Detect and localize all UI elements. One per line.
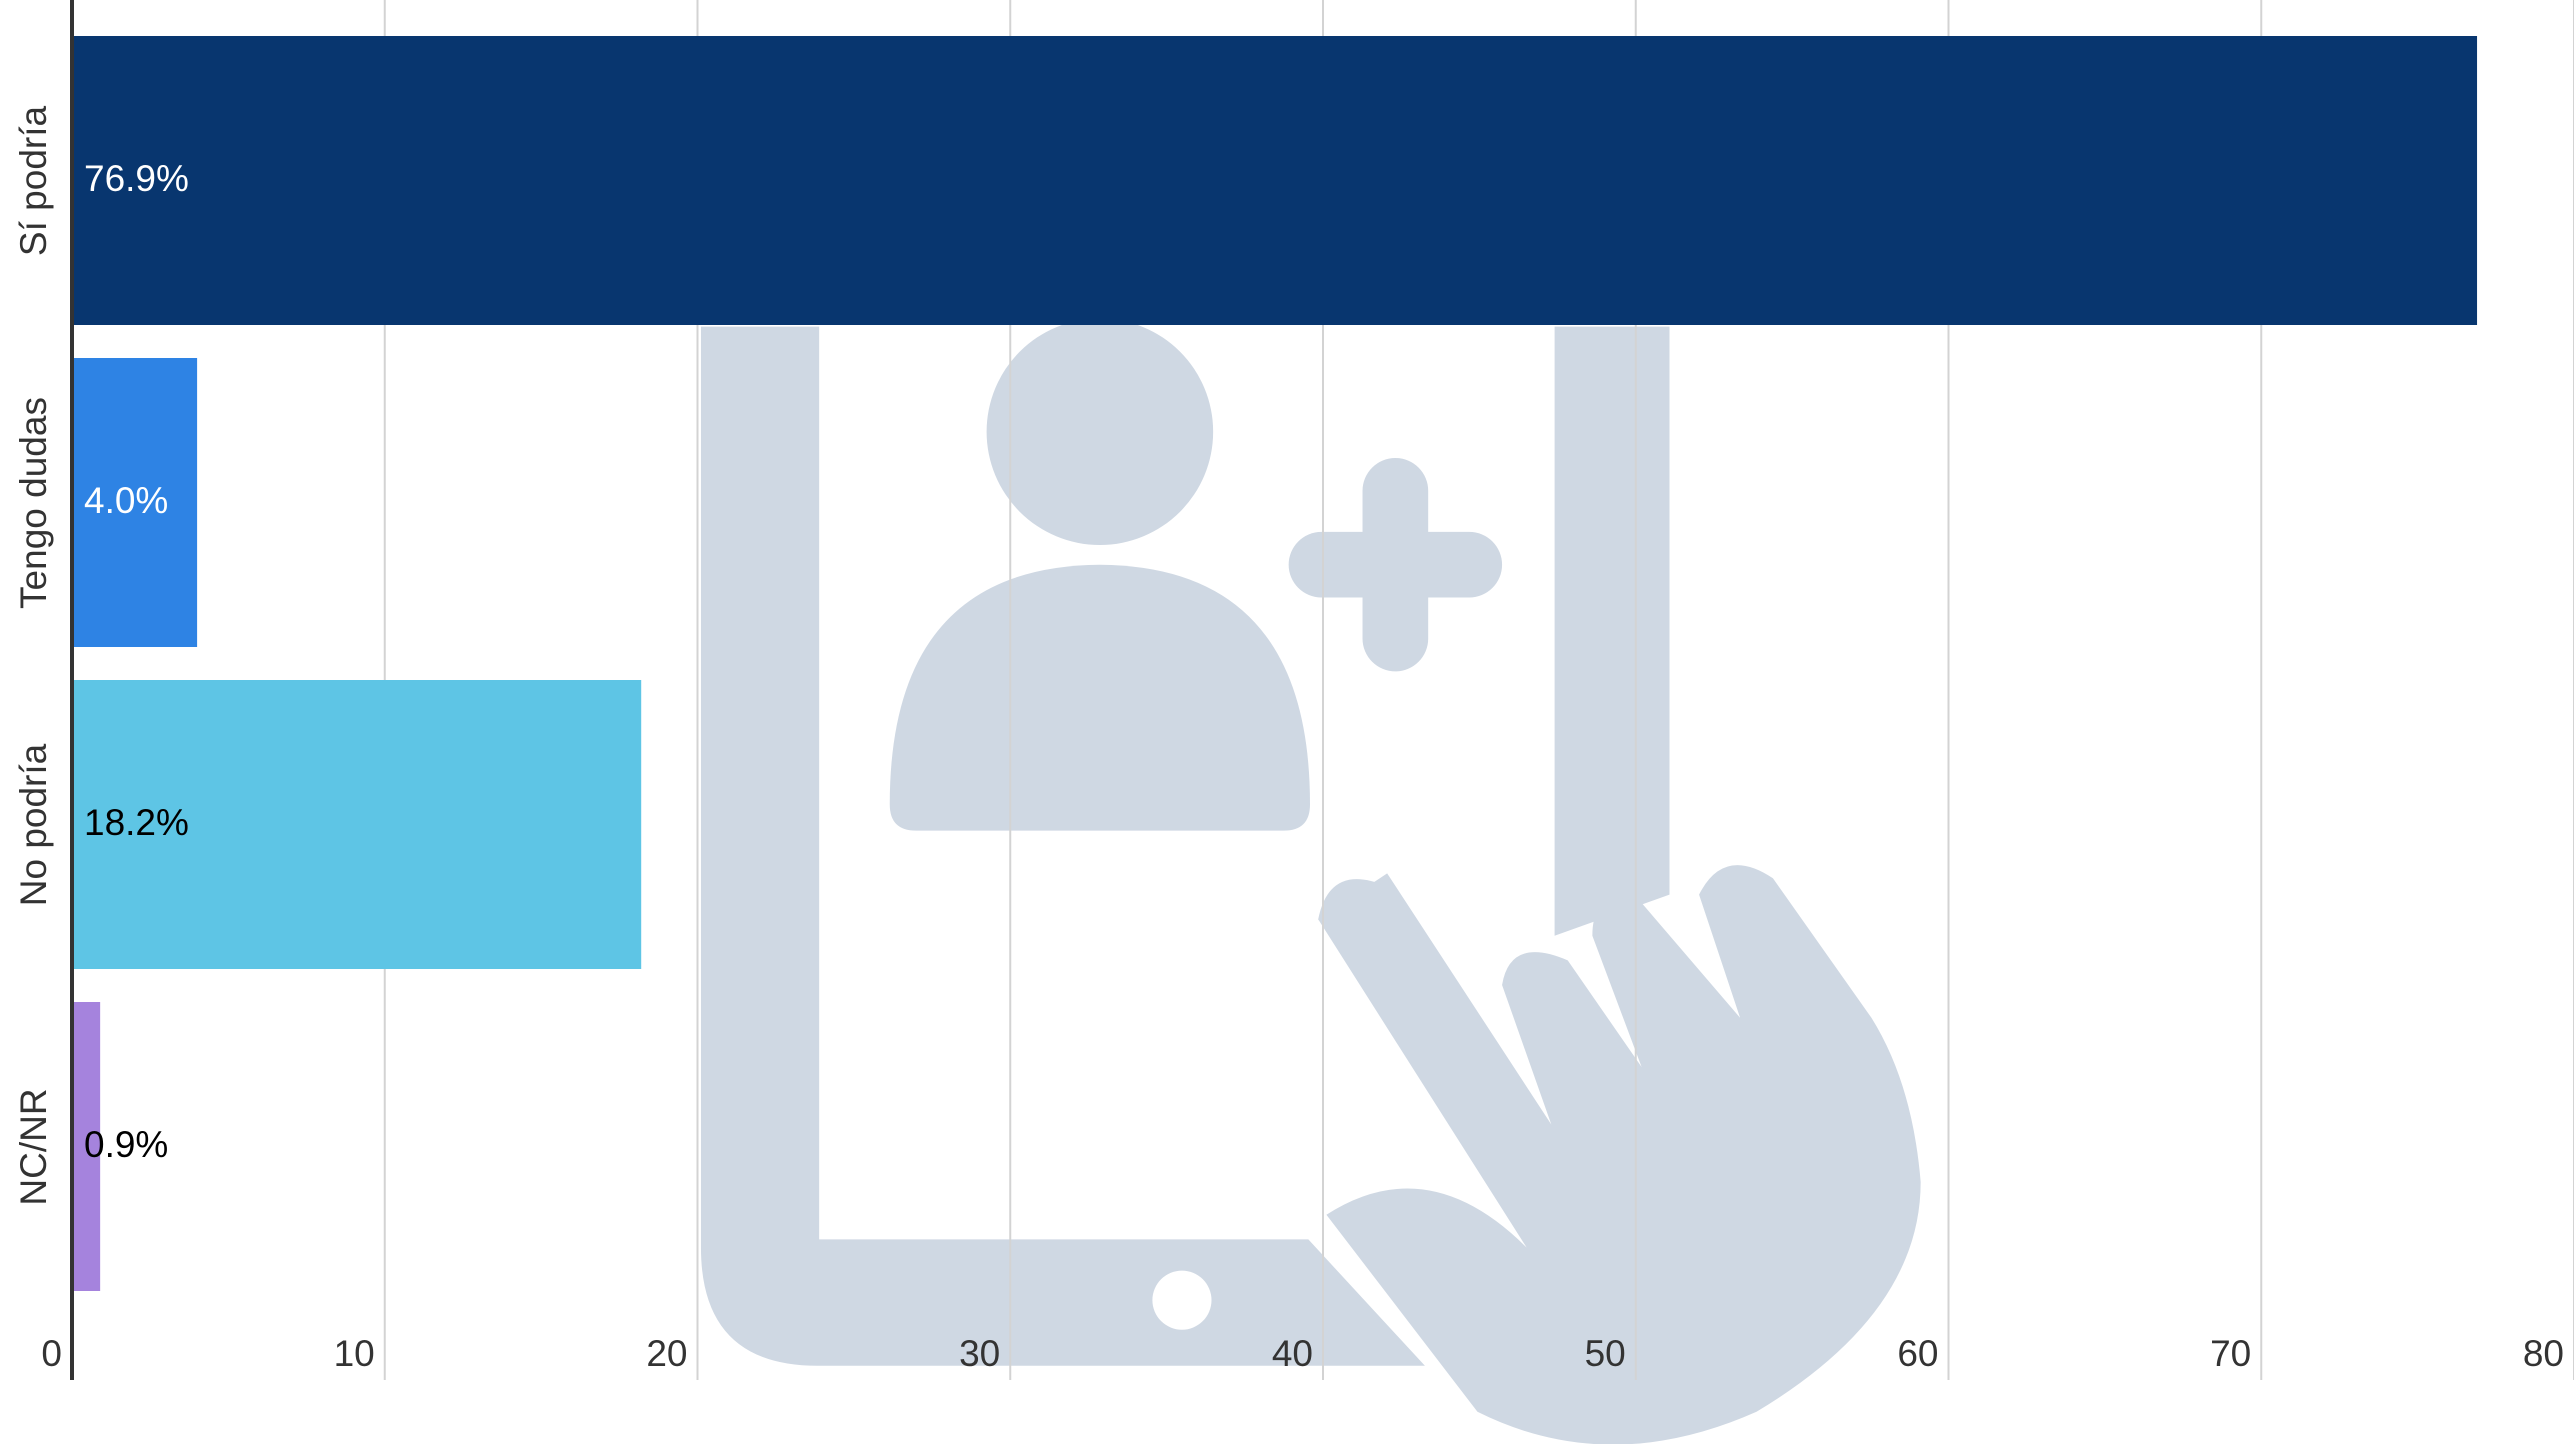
y-tick-label: Tengo dudas	[13, 397, 54, 609]
value-label: 4.0%	[84, 480, 168, 521]
watermark-icon	[700, 318, 1921, 1444]
x-tick-label: 60	[1897, 1333, 1938, 1374]
x-tick-label: 0	[41, 1333, 62, 1374]
y-tick-label: Sí podría	[13, 106, 54, 257]
bar	[72, 358, 198, 647]
x-tick-label: 20	[646, 1333, 687, 1374]
bar	[72, 680, 642, 969]
bar	[72, 36, 2478, 325]
x-tick-label: 70	[2210, 1333, 2251, 1374]
x-tick-label: 30	[959, 1333, 1000, 1374]
y-tick-label: NC/NR	[13, 1088, 54, 1205]
x-tick-label: 40	[1272, 1333, 1313, 1374]
x-tick-label: 50	[1585, 1333, 1626, 1374]
x-tick-label: 80	[2523, 1333, 2564, 1374]
value-label: 18.2%	[84, 802, 189, 843]
bar	[72, 1002, 101, 1291]
x-tick-label: 10	[334, 1333, 375, 1374]
value-label: 76.9%	[84, 158, 189, 199]
y-tick-label: No podría	[13, 743, 54, 906]
value-label: 0.9%	[84, 1124, 168, 1165]
